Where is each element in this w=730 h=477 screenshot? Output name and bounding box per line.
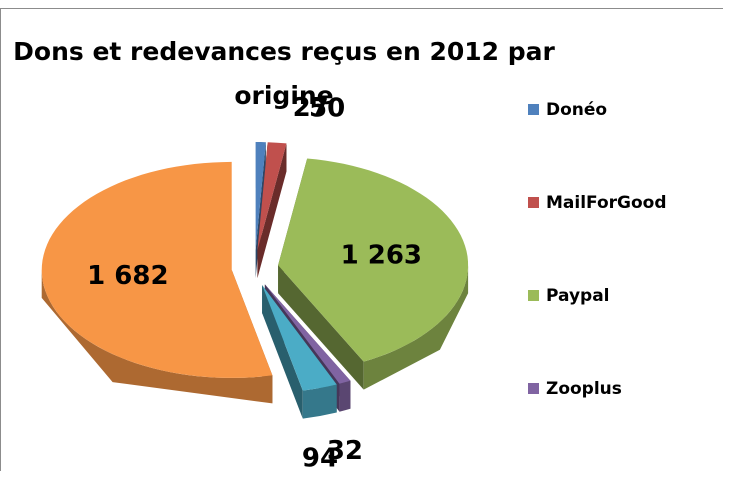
chart-frame (0, 8, 723, 471)
legend-swatch (528, 104, 539, 115)
slice-side (302, 384, 337, 419)
legend-swatch (528, 290, 539, 301)
slice (41, 161, 273, 378)
legend-label: Donéo (546, 100, 607, 120)
legend-label: Zooplus (546, 379, 622, 399)
data-label: 50 (309, 94, 345, 124)
data-label: 1 682 (87, 261, 168, 291)
slice-wall (278, 265, 364, 390)
slice-side (363, 265, 469, 390)
slice (257, 142, 287, 251)
slice (264, 284, 351, 384)
slice-side (339, 380, 351, 412)
slice (278, 158, 469, 362)
slice-side (41, 269, 273, 404)
slice-wall (257, 143, 287, 279)
slice-wall (262, 285, 303, 419)
data-label: 94 (302, 443, 338, 473)
legend-label: Paypal (546, 286, 610, 306)
chart-title: Dons et redevances reçus en 2012 par ori… (13, 37, 555, 110)
slice (262, 285, 337, 391)
legend-swatch (528, 197, 539, 208)
data-label: 32 (327, 436, 363, 466)
slice (255, 142, 266, 251)
legend-label: MailForGood (546, 193, 667, 213)
data-label: 1 263 (341, 240, 422, 270)
data-label: 27 (293, 93, 329, 123)
legend-swatch (528, 383, 539, 394)
